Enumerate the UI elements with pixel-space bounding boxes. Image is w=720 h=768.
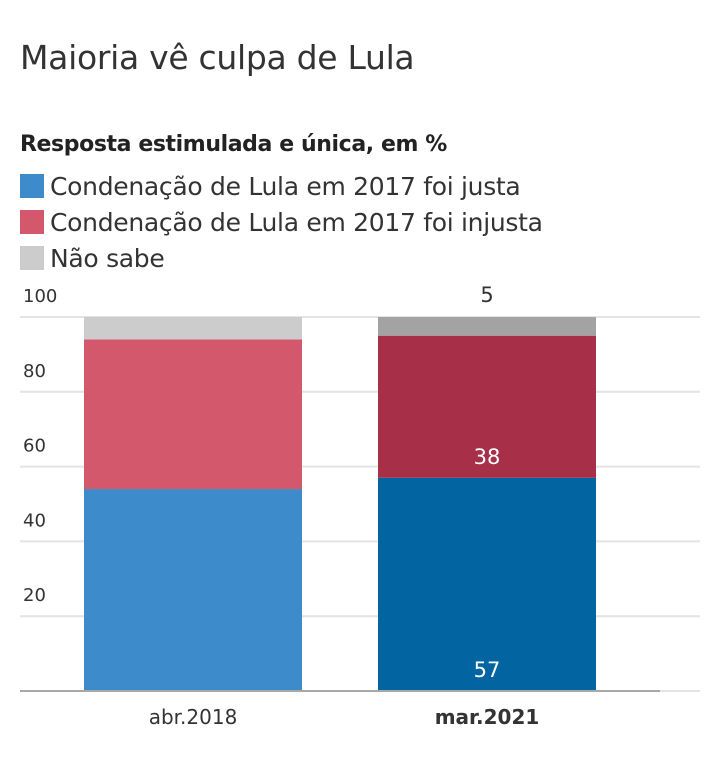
bar-segment-abr.2018-1 [84, 339, 302, 490]
data-label-mar.2021-1: 38 [474, 445, 501, 469]
legend: Condenação de Lula em 2017 foi justa Con… [20, 168, 543, 276]
legend-label-injusta: Condenação de Lula em 2017 foi injusta [50, 207, 543, 237]
bars [84, 317, 596, 691]
y-tick-label-20: 20 [23, 585, 46, 606]
legend-item-justa: Condenação de Lula em 2017 foi justa [20, 168, 543, 204]
legend-swatch-nao-sabe [20, 246, 44, 270]
bar-segment-mar.2021-0 [378, 477, 596, 691]
y-tick-label-80: 80 [23, 361, 46, 382]
bar-stack-mar.2021 [378, 317, 596, 691]
data-label-mar.2021-2: 5 [480, 283, 493, 307]
legend-swatch-injusta [20, 210, 44, 234]
legend-item-nao-sabe: Não sabe [20, 240, 543, 276]
x-axis-labels: abr.2018 mar.2021 [149, 705, 540, 729]
legend-label-justa: Condenação de Lula em 2017 foi justa [50, 171, 521, 201]
chart-subtitle: Resposta estimulada e única, em % [20, 132, 447, 157]
y-axis-ticks: 20 40 60 80 100 [23, 286, 57, 606]
y-tick-label-60: 60 [23, 436, 46, 457]
chart-title: Maioria vê culpa de Lula [20, 38, 415, 77]
bar-segment-abr.2018-2 [84, 317, 302, 340]
bar-segment-mar.2021-2 [378, 317, 596, 336]
x-tick-label-abr.2018: abr.2018 [149, 705, 238, 729]
x-tick-label-mar.2021: mar.2021 [435, 705, 540, 729]
y-tick-label-40: 40 [23, 510, 46, 531]
legend-label-nao-sabe: Não sabe [50, 243, 165, 273]
legend-item-injusta: Condenação de Lula em 2017 foi injusta [20, 204, 543, 240]
legend-swatch-justa [20, 174, 44, 198]
data-label-mar.2021-0: 57 [474, 658, 501, 682]
bar-segment-mar.2021-1 [378, 335, 596, 478]
bar-segment-abr.2018-0 [84, 489, 302, 691]
data-labels: 57 38 5 [474, 283, 501, 682]
bar-stack-abr.2018 [84, 317, 302, 691]
y-tick-label-100: 100 [23, 286, 57, 307]
